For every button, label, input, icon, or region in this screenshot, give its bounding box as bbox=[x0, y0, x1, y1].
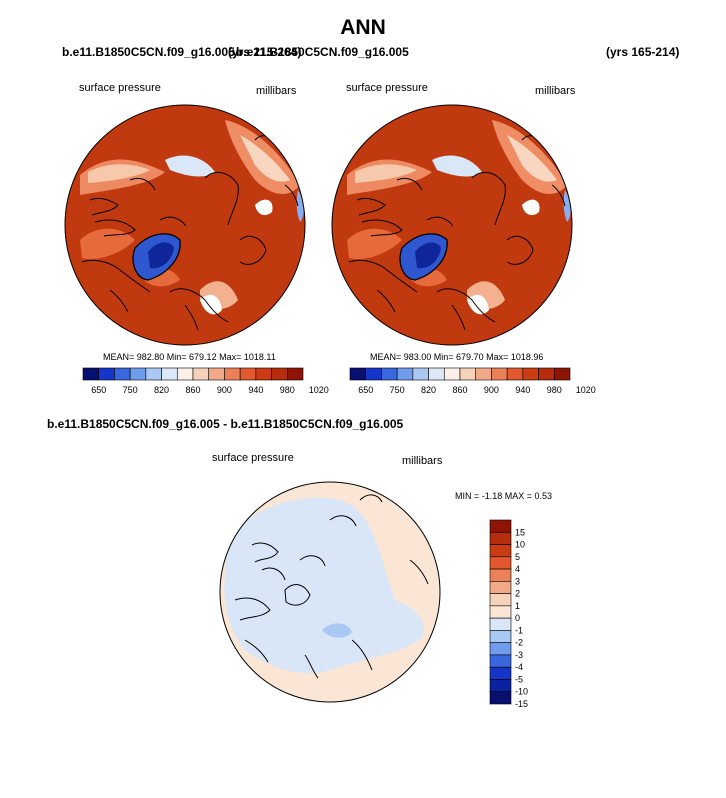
diff-colorbar-swatch bbox=[489, 531, 512, 545]
diff-colorbar-swatch bbox=[489, 691, 512, 705]
panel-1-stats: MEAN= 982.80 Min= 679.12 Max= 1018.11 bbox=[103, 352, 276, 362]
panel-1-colorbar-swatch bbox=[114, 367, 131, 381]
panel-1-colorbar-swatch bbox=[82, 367, 100, 381]
diff-colorbar-swatch bbox=[489, 568, 512, 582]
panel-2-colorbar-swatch bbox=[506, 367, 524, 381]
panel-2-colorbar-swatch bbox=[428, 367, 445, 381]
diff-colorbar-tick-label: 10 bbox=[515, 540, 525, 550]
diff-colorbar-swatch bbox=[489, 654, 512, 668]
panel-2-colorbar-tick-label: 650 bbox=[358, 385, 373, 395]
panel-2-colorbar-tick-label: 940 bbox=[515, 385, 530, 395]
diff-colorbar-swatch bbox=[489, 666, 512, 680]
diff-colorbar-swatch bbox=[489, 642, 512, 656]
panel-1-colorbar-tick-label: 900 bbox=[217, 385, 232, 395]
diff-colorbar-tick-label: 15 bbox=[515, 527, 525, 537]
panel-1-colorbar-tick-label: 820 bbox=[154, 385, 169, 395]
diff-colorbar-swatch bbox=[489, 556, 512, 570]
panel-2-units-label: millibars bbox=[535, 85, 576, 97]
diff-colorbar-tick-label: 2 bbox=[515, 589, 520, 599]
diff-colorbar-swatch bbox=[489, 630, 512, 643]
diff-colorbar-tick-label: -2 bbox=[515, 638, 523, 648]
panel-2-colorbar-tick-label: 1020 bbox=[576, 385, 596, 395]
panel-1-colorbar-tick-label: 650 bbox=[91, 385, 106, 395]
diff-colorbar-swatch bbox=[489, 679, 512, 693]
panel-1-colorbar-tick-label: 1020 bbox=[309, 385, 329, 395]
panel-1-colorbar-swatch bbox=[224, 367, 241, 381]
panel-2-field-label: surface pressure bbox=[346, 82, 428, 94]
diff-colorbar-swatch bbox=[489, 617, 512, 631]
panel-2-case-title: b.e11.B1850C5CN.f09_g16.005 bbox=[236, 45, 409, 59]
diff-units-label: millibars bbox=[402, 455, 443, 467]
panel-1-colorbar-swatch bbox=[192, 367, 210, 381]
panel-1-colorbar-swatch bbox=[129, 367, 147, 381]
panel-2-colorbar-swatch bbox=[491, 367, 508, 381]
diff-colorbar-tick-label: -15 bbox=[515, 699, 528, 709]
panel-2-colorbar-swatch bbox=[553, 367, 571, 381]
panel-2-colorbar-tick-label: 820 bbox=[421, 385, 436, 395]
diff-colorbar-tick-label: -3 bbox=[515, 650, 523, 660]
panel-2-colorbar-swatch bbox=[412, 367, 429, 381]
diff-field-label: surface pressure bbox=[212, 452, 294, 464]
panel-2-colorbar-tick-label: 750 bbox=[390, 385, 405, 395]
page-title: ANN bbox=[340, 16, 386, 39]
panel-1-case-title: b.e11.B1850C5CN.f09_g16.005 bbox=[62, 45, 235, 59]
diff-colorbar-swatch bbox=[489, 581, 512, 594]
panel-1-colorbar-tick-label: 980 bbox=[280, 385, 295, 395]
diff-stats: MIN = -1.18 MAX = 0.53 bbox=[455, 491, 553, 501]
panel-2-colorbar-tick-label: 980 bbox=[547, 385, 562, 395]
panel-2-colorbar-swatch bbox=[522, 367, 539, 381]
panel-2-colorbar-swatch bbox=[459, 367, 477, 381]
panel-1-colorbar-swatch bbox=[145, 367, 162, 381]
panel-2-colorbar-swatch bbox=[538, 367, 555, 381]
panel-1-colorbar-swatch bbox=[255, 367, 272, 381]
panel-1-colorbar-swatch bbox=[286, 367, 304, 381]
diff-colorbar-tick-label: 4 bbox=[515, 564, 520, 574]
diff-colorbar-tick-label: -4 bbox=[515, 662, 523, 672]
diff-colorbar-tick-label: -10 bbox=[515, 687, 528, 697]
panel-1-colorbar-swatch bbox=[161, 367, 178, 381]
diff-colorbar-swatch bbox=[489, 593, 512, 607]
panel-2-colorbar-swatch bbox=[349, 367, 367, 381]
panel-1-colorbar-tick-label: 750 bbox=[123, 385, 138, 395]
panel-2-colorbar-tick-label: 860 bbox=[452, 385, 467, 395]
panel-2-colorbar: 650 750 820 860 900 940 980 1020 bbox=[349, 367, 596, 395]
panel-1-field-label: surface pressure bbox=[79, 82, 161, 94]
panel-2-colorbar-tick-label: 900 bbox=[484, 385, 499, 395]
panel-1-colorbar-tick-label: 860 bbox=[185, 385, 200, 395]
diff-colorbar-swatch bbox=[489, 605, 512, 619]
panel-2-colorbar-swatch bbox=[381, 367, 398, 381]
diff-colorbar-tick-label: 1 bbox=[515, 601, 520, 611]
diff-colorbar-tick-label: -1 bbox=[515, 625, 523, 635]
panel-1-colorbar-tick-label: 940 bbox=[248, 385, 263, 395]
diff-polar-map bbox=[220, 482, 440, 702]
diff-colorbar-tick-label: 0 bbox=[515, 613, 520, 623]
panel-1-colorbar-swatch bbox=[239, 367, 257, 381]
panel-2-polar-map bbox=[332, 105, 572, 345]
diff-colorbar-swatch bbox=[489, 519, 512, 533]
panel-1-colorbar-swatch bbox=[98, 367, 115, 381]
panel-1-colorbar-swatch bbox=[208, 367, 225, 381]
panel-2-colorbar-swatch bbox=[396, 367, 414, 381]
panel-1-colorbar: 650 750 820 860 900 940 980 1020 bbox=[82, 367, 329, 395]
panel-2-years: (yrs 165-214) bbox=[606, 45, 680, 59]
panel-2-colorbar-swatch bbox=[475, 367, 492, 381]
panel-1-colorbar-swatch bbox=[271, 367, 288, 381]
panel-2-colorbar-swatch bbox=[443, 367, 461, 381]
panel-1-polar-map bbox=[65, 105, 305, 345]
panel-1-colorbar-swatch bbox=[176, 367, 194, 381]
diff-colorbar-swatch bbox=[489, 544, 512, 558]
panel-1-years: (yrs 215-264) bbox=[228, 45, 302, 59]
diff-title: b.e11.B1850C5CN.f09_g16.005 - b.e11.B185… bbox=[47, 417, 404, 431]
panel-1-units-label: millibars bbox=[256, 85, 297, 97]
diff-colorbar-tick-label: -5 bbox=[515, 674, 523, 684]
panel-2-stats: MEAN= 983.00 Min= 679.70 Max= 1018.96 bbox=[370, 352, 544, 362]
diff-colorbar-tick-label: 5 bbox=[515, 552, 520, 562]
panel-2-colorbar-swatch bbox=[365, 367, 382, 381]
diff-colorbar-tick-label: 3 bbox=[515, 576, 520, 586]
